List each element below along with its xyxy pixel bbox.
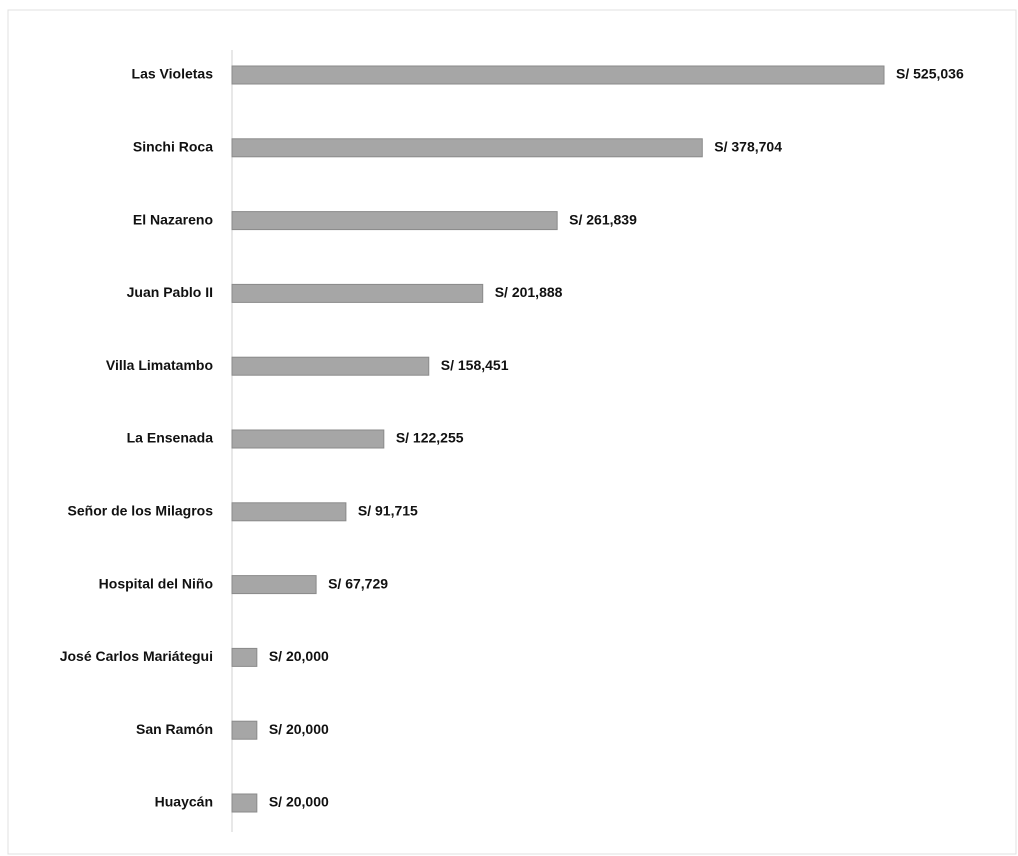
bar [231,211,558,231]
bar [231,429,385,449]
bar [231,793,258,813]
bar [231,720,258,740]
value-label: S/ 20,000 [269,721,329,737]
bar [231,356,430,376]
category-label: El Nazareno [133,211,213,227]
value-label: S/ 20,000 [269,794,329,810]
category-label: Las Violetas [132,66,214,82]
category-label: La Ensenada [127,430,214,446]
bar [231,138,703,158]
value-label: S/ 67,729 [328,575,388,591]
bar [231,647,258,667]
category-label: José Carlos Mariátegui [60,648,213,664]
value-label: S/ 20,000 [269,648,329,664]
value-label: S/ 158,451 [441,357,509,373]
category-label: Juan Pablo II [127,284,213,300]
value-label: S/ 378,704 [714,139,782,155]
bar [231,575,317,595]
category-label: Sinchi Roca [133,139,213,155]
category-label: Villa Limatambo [106,357,213,373]
category-label: San Ramón [136,721,213,737]
bar [231,283,484,303]
bar [231,65,885,85]
chart-border [7,9,1017,855]
category-label: Huaycán [155,794,213,810]
value-label: S/ 91,715 [358,503,418,519]
category-label: Hospital del Niño [99,575,213,591]
value-label: S/ 261,839 [569,211,637,227]
value-label: S/ 525,036 [896,66,964,82]
category-label: Señor de los Milagros [68,503,214,519]
value-label: S/ 201,888 [495,284,563,300]
value-label: S/ 122,255 [396,430,464,446]
bar [231,502,347,522]
